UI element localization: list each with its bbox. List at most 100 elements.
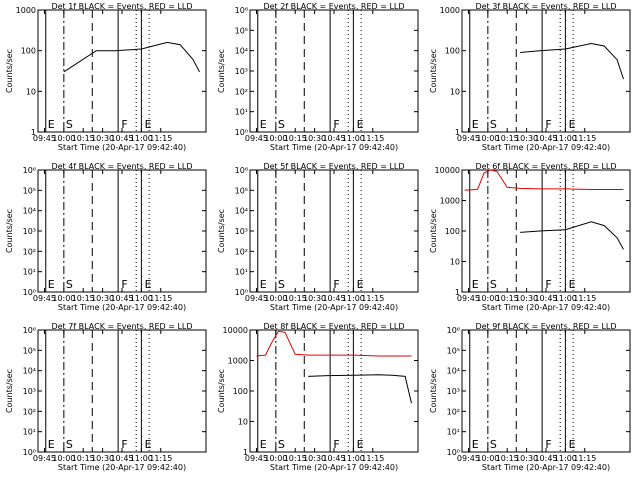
x-axis-label: Start Time (20-Apr-17 09:42:40) [270,303,398,312]
y-tick-label: 10² [235,87,248,96]
y-tick-label: 1 [31,128,36,137]
event-marker-letter: E [145,278,152,291]
event-marker-letter: S [490,278,497,291]
event-marker-letter: E [569,278,576,291]
x-tick-label: 11:00 [554,454,577,463]
event-marker-letter: E [357,438,364,451]
x-axis-label: Start Time (20-Apr-17 09:42:40) [270,463,398,472]
x-tick-label: 11:15 [149,294,172,303]
event-marker-letter: S [278,118,285,131]
plot-frame [249,169,419,293]
event-marker-letter: E [260,438,267,451]
x-tick-label: 11:15 [573,134,596,143]
event-marker-letter: E [145,438,152,451]
x-tick-label: 10:45 [534,454,557,463]
x-tick-label: 10:00 [264,294,287,303]
chart-title: Det 3f BLACK = Events, RED = LLD [475,2,616,11]
x-tick-label: 10:00 [52,454,75,463]
event-marker-letter: S [278,278,285,291]
x-tick-label: 09:45 [33,294,56,303]
y-tick-label: 10⁵ [235,186,248,195]
x-tick-label: 10:00 [264,454,287,463]
y-tick-label: 10⁶ [235,166,248,175]
y-tick-label: 10¹ [447,428,460,437]
event-marker-letter: E [48,438,55,451]
x-tick-label: 09:45 [245,454,268,463]
y-tick-label: 1000 [16,6,36,15]
y-tick-label: 10 [238,418,248,427]
x-tick-label: 10:30 [91,454,114,463]
y-tick-label: 10⁴ [235,47,248,56]
x-tick-label: 11:15 [573,454,596,463]
x-tick-label: 11:00 [130,294,153,303]
event-marker-letter: F [545,118,551,131]
y-tick-label: 1000 [228,357,248,366]
x-tick-label: 10:00 [476,454,499,463]
x-tick-label: 11:00 [554,294,577,303]
y-axis-label: Counts/sec [5,209,14,253]
y-tick-label: 10⁴ [235,207,248,216]
y-tick-label: 10³ [235,67,248,76]
y-tick-label: 10⁰ [235,128,248,137]
series-events-line [520,42,624,80]
chart-panel-7: Det 7f BLACK = Events, RED = LLD 10⁰ 10¹ 10… [5,322,207,472]
y-tick-label: 10⁰ [235,288,248,297]
chart-title: Det 1f BLACK = Events, RED = LLD [51,2,192,11]
chart-title: Det 4f BLACK = Events, RED = LLD [51,162,192,171]
event-marker-letter: E [48,118,55,131]
event-marker-letter: E [357,278,364,291]
x-tick-label: 10:30 [91,134,114,143]
x-tick-label: 11:00 [130,454,153,463]
x-tick-label: 09:45 [457,294,480,303]
y-tick-label: 10000 [435,166,460,175]
x-tick-label: 11:15 [573,294,596,303]
event-marker-letter: E [472,438,479,451]
y-tick-label: 10³ [447,387,460,396]
series-events-line [520,221,624,250]
x-tick-label: 10:45 [534,294,557,303]
chart-title: Det 7f BLACK = Events, RED = LLD [51,322,192,331]
x-axis-label: Start Time (20-Apr-17 09:42:40) [58,463,186,472]
chart-panel-3: Det 3f BLACK = Events, RED = LLD 1 10 100 10… [429,2,631,152]
x-tick-label: 11:15 [149,454,172,463]
x-tick-label: 10:45 [110,294,133,303]
x-tick-label: 09:45 [245,294,268,303]
y-tick-label: 10³ [23,227,36,236]
series-lld-line [464,169,624,191]
x-tick-label: 10:45 [322,294,345,303]
y-tick-label: 100 [445,227,460,236]
y-axis-label: Counts/sec [217,369,226,413]
event-marker-letter: E [260,278,267,291]
x-tick-label: 10:30 [303,134,326,143]
x-tick-label: 11:15 [361,134,384,143]
y-tick-label: 1 [455,288,460,297]
y-tick-label: 10¹ [235,108,248,117]
chart-panel-4: Det 4f BLACK = Events, RED = LLD 10⁰ 10¹ 10… [5,162,207,312]
y-tick-label: 10² [447,407,460,416]
x-tick-label: 10:15 [496,134,519,143]
event-marker-letter: E [569,438,576,451]
chart-title: Det 6f BLACK = Events, RED = LLD [475,162,616,171]
x-tick-label: 10:30 [515,294,538,303]
x-tick-label: 10:45 [534,134,557,143]
y-tick-label: 10 [450,258,460,267]
y-tick-label: 10⁶ [23,166,36,175]
y-axis-label: Counts/sec [5,369,14,413]
y-axis-label: Counts/sec [429,49,438,93]
x-tick-label: 10:00 [52,294,75,303]
event-marker-letter: F [545,278,551,291]
event-marker-letter: S [490,438,497,451]
y-tick-label: 10 [450,87,460,96]
plot-frame [461,9,631,133]
x-tick-label: 10:30 [303,454,326,463]
y-tick-label: 100 [21,47,36,56]
event-marker-letter: S [490,118,497,131]
event-marker-letter: E [48,278,55,291]
event-marker-letter: E [145,118,152,131]
y-tick-label: 10⁵ [23,346,36,355]
y-tick-label: 10⁰ [23,288,36,297]
y-tick-label: 10³ [23,387,36,396]
x-tick-label: 09:45 [245,134,268,143]
y-tick-label: 10⁰ [447,448,460,457]
x-tick-label: 10:45 [110,134,133,143]
